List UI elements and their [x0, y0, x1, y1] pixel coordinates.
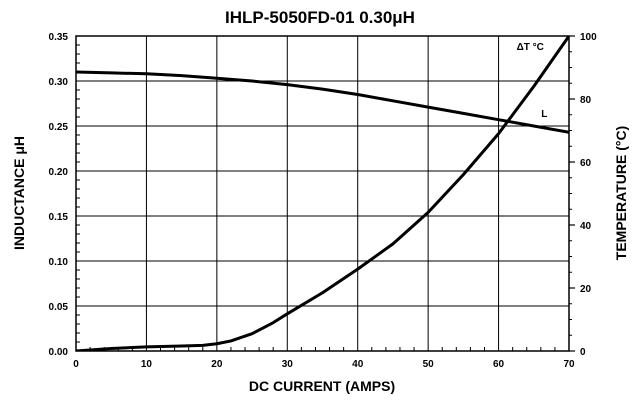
- x-tick-label: 40: [352, 359, 364, 370]
- ticks: [76, 35, 575, 352]
- tick-labels: 0 10 20 30 40 50 60 70 0.00 0.05 0.10 0.15 0.20 0.25 0…: [49, 32, 598, 370]
- y-left-tick-label: 0.00: [49, 347, 69, 358]
- y-left-tick-label: 0.15: [49, 212, 69, 223]
- x-axis-label: DC CURRENT (AMPS): [249, 378, 395, 394]
- x-tick-label: 50: [423, 359, 435, 370]
- temperature-series-line: [76, 36, 569, 351]
- series-annotation: ΔT °C: [517, 42, 544, 53]
- x-tick-label: 70: [563, 359, 575, 370]
- y-left-tick-label: 0.25: [49, 122, 69, 133]
- y-left-tick-label: 0.30: [49, 77, 69, 88]
- chart-title: IHLP-5050FD-01 0.30μH: [225, 8, 415, 27]
- y-right-tick-label: 40: [580, 221, 592, 232]
- x-tick-label: 60: [493, 359, 505, 370]
- annotations: ΔT °C L: [517, 42, 548, 120]
- y-left-tick-label: 0.05: [49, 302, 69, 313]
- inductance-series-line: [76, 70, 569, 134]
- y-right-tick-label: 80: [580, 95, 592, 106]
- y-left-tick-label: 0.20: [49, 167, 69, 178]
- y-right-tick-label: 20: [580, 284, 592, 295]
- y-left-tick-label: 0.10: [49, 257, 69, 268]
- plot-frame: [75, 35, 570, 352]
- y-right-tick-label: 0: [580, 347, 586, 358]
- series-annotation: L: [541, 109, 547, 120]
- y-axis-left-label: INDUCTANCE μH: [11, 136, 27, 250]
- x-tick-label: 20: [211, 359, 223, 370]
- grid: [76, 36, 569, 351]
- y-right-tick-label: 100: [580, 32, 597, 43]
- series-layer: [76, 36, 569, 351]
- y-axis-right-label: TEMPERATURE (°C): [613, 126, 629, 260]
- y-left-tick-label: 0.35: [49, 32, 69, 43]
- x-tick-label: 30: [282, 359, 294, 370]
- x-tick-label: 10: [141, 359, 153, 370]
- x-tick-label: 0: [73, 359, 79, 370]
- y-right-tick-label: 60: [580, 158, 592, 169]
